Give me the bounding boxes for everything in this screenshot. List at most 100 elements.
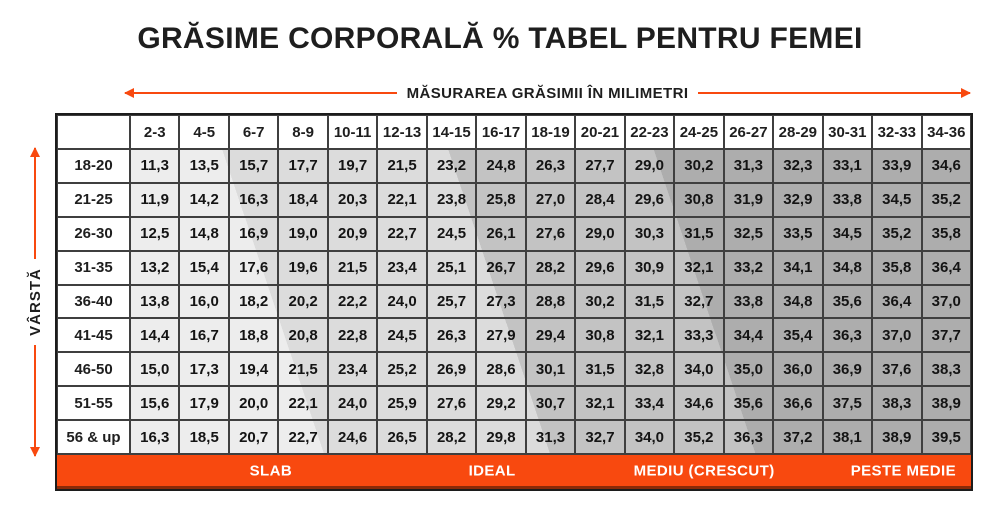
data-cell: 37,5: [822, 386, 873, 421]
row-header: 51-55: [57, 386, 130, 421]
data-cell: 26,5: [377, 420, 427, 454]
category-ideal: IDEAL: [468, 462, 516, 479]
data-cell: 34,0: [624, 420, 675, 454]
data-cell: 15,6: [130, 386, 180, 421]
data-cell: 35,6: [723, 386, 774, 421]
data-cell: 37,0: [872, 318, 922, 353]
data-cell: 24,8: [476, 149, 526, 183]
data-cell: 34,1: [773, 250, 823, 285]
data-cell: 25,2: [377, 352, 427, 387]
data-cell: 34,6: [674, 386, 724, 421]
page-title: GRĂSIME CORPORALĂ % TABEL PENTRU FEMEI: [137, 22, 863, 55]
data-cell: 26,1: [476, 216, 526, 251]
data-cell: 30,3: [624, 216, 675, 251]
data-cell: 17,6: [228, 250, 279, 285]
data-cell: 30,8: [674, 182, 724, 217]
row-header: 31-35: [57, 250, 130, 285]
data-cell: 20,9: [327, 216, 378, 251]
data-cell: 21,5: [377, 149, 427, 183]
data-cell: 37,7: [921, 318, 971, 353]
data-cell: 26,7: [476, 250, 526, 285]
data-cell: 26,9: [426, 352, 477, 387]
data-cell: 19,6: [278, 250, 328, 285]
data-cell: 33,8: [822, 182, 873, 217]
data-cell: 36,4: [921, 250, 971, 285]
data-cell: 20,2: [278, 284, 328, 319]
col-header: 18-19: [525, 115, 576, 149]
data-cell: 30,9: [624, 250, 675, 285]
data-cell: 17,9: [179, 386, 229, 421]
data-cell: 21,5: [327, 250, 378, 285]
data-cell: 23,4: [377, 250, 427, 285]
data-cell: 36,3: [822, 318, 873, 353]
data-cell: 29,0: [575, 216, 625, 251]
row-header: 21-25: [57, 182, 130, 217]
col-header: 30-31: [822, 115, 873, 149]
data-cell: 22,7: [377, 216, 427, 251]
data-cell: 22,1: [377, 182, 427, 217]
data-cell: 35,2: [872, 216, 922, 251]
data-cell: 20,3: [327, 182, 378, 217]
age-axis-label: VÂRSTĂ: [26, 268, 44, 336]
data-cell: 16,3: [130, 420, 180, 454]
data-cell: 32,5: [723, 216, 774, 251]
data-cell: 18,4: [278, 182, 328, 217]
arrow-right-icon: [698, 88, 971, 98]
data-cell: 38,3: [872, 386, 922, 421]
data-cell: 32,7: [575, 420, 625, 454]
data-cell: 36,0: [773, 352, 823, 387]
data-cell: 25,1: [426, 250, 477, 285]
data-cell: 30,1: [525, 352, 576, 387]
col-header: 16-17: [476, 115, 526, 149]
data-cell: 14,8: [179, 216, 229, 251]
data-cell: 18,8: [228, 318, 279, 353]
data-cell: 31,3: [723, 149, 774, 183]
data-cell: 36,3: [723, 420, 774, 454]
category-peste-medie: PESTE MEDIE: [850, 462, 956, 479]
data-cell: 23,2: [426, 149, 477, 183]
data-cell: 18,5: [179, 420, 229, 454]
category-mediu: MEDIU (CRESCUT): [633, 462, 775, 479]
col-header: 12-13: [377, 115, 427, 149]
row-header: 56 & up: [57, 420, 130, 454]
data-cell: 35,8: [921, 216, 971, 251]
category-slab: SLAB: [249, 462, 293, 479]
data-cell: 27,9: [476, 318, 526, 353]
measurement-axis-label: MĂSURAREA GRĂSIMII ÎN MILIMETRI: [406, 84, 689, 102]
data-cell: 20,0: [228, 386, 279, 421]
data-cell: 37,2: [773, 420, 823, 454]
data-cell: 23,8: [426, 182, 477, 217]
data-cell: 38,1: [822, 420, 873, 454]
data-cell: 34,5: [822, 216, 873, 251]
col-header: 10-11: [327, 115, 378, 149]
data-cell: 31,5: [624, 284, 675, 319]
col-header: 6-7: [228, 115, 279, 149]
data-cell: 38,9: [872, 420, 922, 454]
data-cell: 29,6: [624, 182, 675, 217]
arrow-left-icon: [124, 88, 397, 98]
data-cell: 35,2: [674, 420, 724, 454]
data-cell: 35,8: [872, 250, 922, 285]
data-cell: 14,2: [179, 182, 229, 217]
data-cell: 22,2: [327, 284, 378, 319]
data-cell: 34,0: [674, 352, 724, 387]
data-cell: 35,0: [723, 352, 774, 387]
data-cell: 32,9: [773, 182, 823, 217]
data-cell: 16,9: [228, 216, 279, 251]
data-cell: 15,0: [130, 352, 180, 387]
data-cell: 33,2: [723, 250, 774, 285]
data-cell: 34,8: [822, 250, 873, 285]
data-cell: 39,5: [921, 420, 971, 454]
data-cell: 24,5: [426, 216, 477, 251]
data-cell: 27,3: [476, 284, 526, 319]
col-header: 2-3: [130, 115, 180, 149]
col-header: 4-5: [179, 115, 229, 149]
data-cell: 31,3: [525, 420, 576, 454]
col-header: 24-25: [674, 115, 724, 149]
col-header: 8-9: [278, 115, 328, 149]
data-cell: 19,0: [278, 216, 328, 251]
data-cell: 35,2: [921, 182, 971, 217]
data-cell: 19,4: [228, 352, 279, 387]
data-cell: 18,2: [228, 284, 279, 319]
